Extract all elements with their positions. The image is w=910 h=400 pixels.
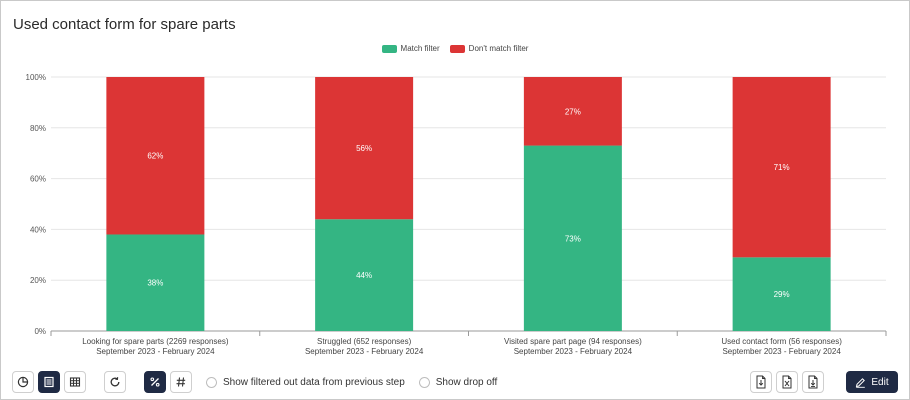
count-toggle-button[interactable] [170, 371, 192, 393]
data-label: 27% [565, 107, 581, 116]
legend-item-match[interactable]: Match filter [381, 44, 440, 53]
table-view-button[interactable] [64, 371, 86, 393]
y-tick-label: 0% [34, 327, 46, 336]
data-label: 29% [774, 290, 790, 299]
chart-title: Used contact form for spare parts [13, 16, 236, 33]
bar-match [315, 219, 414, 331]
x-tick-label: Looking for spare parts (2269 responses) [82, 337, 229, 346]
x-tick-label: September 2023 - February 2024 [514, 347, 633, 356]
show-dropoff-checkbox[interactable]: Show drop off [418, 376, 498, 388]
x-tick-label: September 2023 - February 2024 [305, 347, 424, 356]
legend-label-nomatch: Don't match filter [468, 44, 529, 53]
table-icon [69, 377, 81, 387]
chart-legend: Match filter Don't match filter [0, 44, 910, 53]
bar-chart-button[interactable] [38, 371, 60, 393]
data-label: 56% [356, 144, 372, 153]
pencil-icon [856, 377, 866, 388]
export-image-button[interactable] [802, 371, 824, 393]
data-label: 62% [147, 152, 163, 161]
bar-nomatch [106, 77, 205, 235]
x-tick-label: September 2023 - February 2024 [722, 347, 841, 356]
export-excel-button[interactable] [776, 371, 798, 393]
legend-label-match: Match filter [400, 44, 440, 53]
data-label: 38% [147, 279, 163, 288]
y-tick-label: 80% [30, 124, 46, 133]
export-excel-icon [782, 375, 792, 389]
percent-icon [150, 377, 160, 387]
data-label: 73% [565, 234, 581, 243]
legend-swatch-match [381, 44, 397, 53]
bar-match [106, 234, 205, 331]
chart-toolbar: Show filtered out data from previous ste… [12, 371, 497, 393]
bar-chart-icon [44, 376, 54, 388]
bar-match [523, 145, 622, 331]
bar-match [732, 257, 831, 331]
y-tick-label: 20% [30, 276, 46, 285]
pie-chart-button[interactable] [12, 371, 34, 393]
pie-chart-icon [17, 376, 29, 388]
bar-nomatch [315, 77, 414, 220]
x-tick-label: Struggled (652 responses) [317, 337, 412, 346]
show-dropoff-radio[interactable] [418, 376, 430, 388]
export-pdf-button[interactable] [750, 371, 772, 393]
stacked-bar-chart: 0% 20% 40% 60% 80% 100% 38% 62% Looking for spar… [26, 73, 887, 356]
data-label: 71% [774, 163, 790, 172]
legend-item-nomatch[interactable]: Don't match filter [449, 44, 529, 53]
export-toolbar: Edit [750, 371, 898, 393]
x-tick-label: Visited spare part page (94 responses) [504, 337, 642, 346]
bar-nomatch [523, 77, 622, 146]
refresh-icon [110, 377, 120, 387]
bar-nomatch [732, 77, 831, 258]
edit-button[interactable]: Edit [846, 371, 898, 393]
hash-icon [176, 377, 186, 387]
data-label: 44% [356, 271, 372, 280]
y-tick-label: 40% [30, 225, 46, 234]
show-filtered-label: Show filtered out data from previous ste… [223, 376, 405, 388]
x-tick-label: September 2023 - February 2024 [96, 347, 215, 356]
edit-button-label: Edit [871, 376, 889, 388]
y-tick-label: 60% [30, 175, 46, 184]
legend-swatch-nomatch [449, 44, 465, 53]
show-dropoff-label: Show drop off [435, 376, 498, 388]
export-pdf-icon [756, 375, 766, 389]
percent-toggle-button[interactable] [144, 371, 166, 393]
export-image-icon [808, 375, 818, 389]
y-tick-label: 100% [26, 73, 46, 82]
show-filtered-radio[interactable] [206, 376, 217, 388]
refresh-button[interactable] [104, 371, 126, 393]
x-tick-label: Used contact form (56 responses) [721, 337, 842, 346]
show-filtered-checkbox[interactable]: Show filtered out data from previous ste… [206, 376, 405, 388]
